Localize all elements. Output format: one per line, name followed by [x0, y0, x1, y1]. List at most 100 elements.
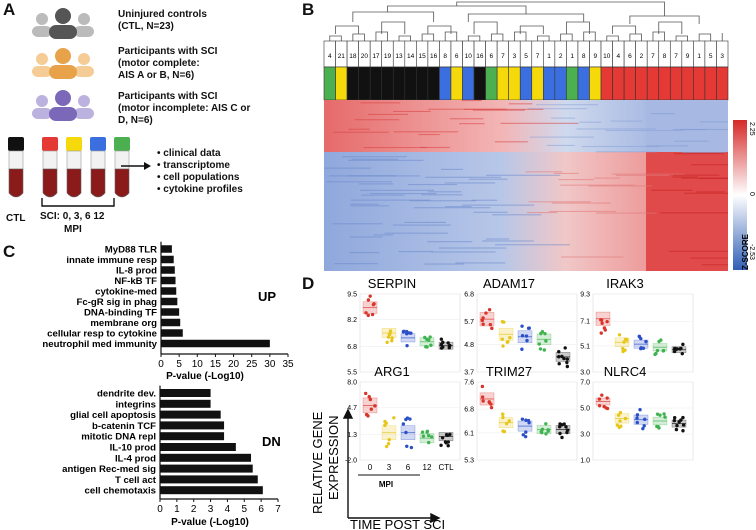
y-tick-label: 5.3 — [464, 458, 474, 465]
cluster-number: 3 — [513, 53, 517, 60]
data-point — [654, 351, 658, 356]
bar — [161, 339, 270, 348]
heatmap-streak — [326, 181, 392, 183]
colorbar-min: -2.53 — [748, 244, 755, 260]
data-point — [675, 423, 679, 428]
data-point — [506, 339, 510, 344]
output-item: • cell populations — [157, 172, 240, 183]
data-point — [368, 397, 373, 402]
sci-timepoints-label: SCI: 0, 3, 6 12 — [40, 211, 105, 222]
cluster-color-cell — [716, 66, 729, 101]
data-point — [392, 416, 396, 420]
tube-empty — [66, 150, 82, 170]
cluster-number: 21 — [338, 53, 346, 60]
data-point — [680, 351, 684, 356]
colorbar — [733, 120, 747, 270]
heatmap-streak — [424, 263, 465, 265]
cluster-number: 8 — [582, 53, 586, 60]
data-point — [656, 424, 660, 429]
up-xlabel: P-value (-Log10) — [166, 371, 244, 382]
data-point — [615, 423, 620, 427]
tube-blood — [114, 168, 130, 198]
x-tick-label: 1 — [174, 504, 180, 515]
cluster-color-cell — [600, 66, 613, 101]
data-point — [661, 349, 665, 353]
data-point — [481, 316, 485, 320]
cluster-number: 7 — [651, 53, 655, 60]
bar-category-label: cell chemotaxis — [85, 486, 156, 497]
heatmap-streak — [527, 212, 558, 214]
data-point — [562, 422, 566, 426]
blood-tubes — [8, 137, 130, 198]
heatmap-streak — [681, 151, 726, 154]
cluster-color-cell — [623, 66, 636, 101]
cluster-number: 19 — [384, 53, 392, 60]
cluster-number: 4 — [328, 53, 332, 60]
data-point — [386, 335, 391, 339]
data-point — [538, 347, 543, 351]
cluster-number: 8 — [663, 53, 667, 60]
data-point — [387, 437, 391, 442]
cluster-color-cell — [392, 66, 406, 101]
data-point — [642, 424, 646, 428]
data-point — [520, 347, 524, 351]
heatmap-streak — [588, 185, 653, 187]
heatmap-streak — [428, 108, 507, 110]
gene-plot: NLRC4 7.0 5.0 3.0 1.0 — [580, 364, 694, 465]
data-point — [564, 425, 568, 429]
data-point — [390, 339, 394, 343]
bar-category-label: innate immune resp — [66, 255, 157, 266]
data-point — [364, 391, 368, 396]
cluster-number: 10 — [603, 53, 611, 60]
cluster-color-cell — [658, 66, 671, 101]
data-point — [373, 404, 377, 408]
y-tick-label: 6.8 — [464, 292, 474, 299]
y-tick-label: 7.0 — [580, 380, 590, 387]
data-point — [603, 328, 607, 332]
cluster-number: 1 — [570, 53, 574, 60]
data-point — [600, 393, 604, 397]
data-point — [672, 415, 677, 420]
data-point — [521, 433, 525, 437]
heatmap-streak — [482, 240, 534, 242]
heatmap-streak — [407, 183, 458, 186]
heatmap-streak — [690, 257, 728, 259]
data-point — [404, 430, 408, 435]
data-point — [638, 407, 642, 412]
data-point — [384, 444, 389, 449]
cluster-number: 3 — [720, 53, 724, 60]
heatmap-streak — [594, 177, 621, 179]
heatmap-streak — [398, 251, 434, 253]
heatmap-streak — [536, 104, 598, 106]
data-point — [447, 344, 452, 348]
blood-tube — [8, 137, 24, 198]
data-point — [383, 423, 387, 428]
heatmap-streak — [615, 174, 670, 176]
panel-a-letter: A — [3, 0, 16, 19]
heatmap-streak — [461, 100, 482, 102]
x-tick-label: 6 — [258, 504, 264, 515]
tube-blood — [90, 168, 106, 198]
cluster-color-cell — [704, 66, 717, 101]
heatmap-streak — [350, 199, 431, 201]
heatmap-streak — [392, 224, 451, 226]
heatmap-streak — [425, 176, 502, 178]
data-point — [405, 444, 409, 449]
colorbar-max: 2.25 — [748, 122, 755, 136]
cluster-number: 6 — [628, 53, 632, 60]
heatmap-streak — [500, 122, 579, 124]
y-tick-label: 8.0 — [347, 380, 357, 387]
gene-title: ADAM17 — [483, 276, 535, 291]
data-point — [390, 336, 394, 340]
bar-category-label: neutrophil med immunity — [42, 339, 157, 350]
data-point — [546, 428, 550, 432]
bar-category-label: glial cell apoptosis — [70, 410, 156, 421]
panel-d-letter: D — [302, 274, 315, 293]
data-point — [539, 331, 543, 336]
x-tick-label: 35 — [282, 359, 294, 370]
data-point — [557, 425, 562, 429]
up-label: UP — [258, 289, 276, 304]
heatmap-streak — [350, 205, 389, 207]
heatmap-streak — [445, 206, 472, 208]
